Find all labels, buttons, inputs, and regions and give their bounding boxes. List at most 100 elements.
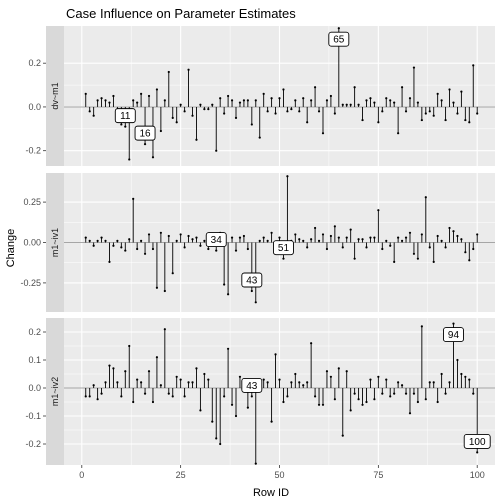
case-label-box xyxy=(443,327,464,343)
data-point xyxy=(215,437,218,440)
data-point xyxy=(317,239,321,242)
data-point xyxy=(389,99,392,102)
data-point xyxy=(140,239,143,242)
data-point xyxy=(112,94,115,98)
case-label-text: 65 xyxy=(333,35,345,46)
data-point xyxy=(412,252,416,255)
data-point xyxy=(440,99,443,102)
data-point xyxy=(377,121,380,124)
data-point xyxy=(219,442,222,446)
data-point xyxy=(373,236,376,239)
x-tick-label: 100 xyxy=(470,470,485,480)
data-point xyxy=(171,272,174,275)
data-point xyxy=(369,97,372,100)
case-label-box xyxy=(114,108,136,124)
data-point xyxy=(476,112,479,115)
data-point xyxy=(397,236,400,239)
data-point xyxy=(262,378,265,381)
data-point xyxy=(242,234,246,238)
data-point xyxy=(104,239,107,242)
data-point xyxy=(325,370,329,373)
data-point xyxy=(476,233,479,236)
data-point xyxy=(353,257,356,260)
x-tick-label: 0 xyxy=(79,470,84,480)
panel-strip-label: m1~iv2 xyxy=(50,377,60,406)
data-point xyxy=(381,247,384,251)
data-point xyxy=(460,238,463,241)
data-point xyxy=(167,234,170,238)
y-tick-label: 0.1 xyxy=(28,355,41,365)
data-point xyxy=(460,372,463,376)
data-point xyxy=(369,378,372,381)
data-point xyxy=(428,381,431,384)
data-point xyxy=(183,110,186,113)
panel-m1~iv1: m1~iv1 -0.25 0.00 0.25 34 43 51 xyxy=(20,173,495,312)
data-point xyxy=(120,123,123,126)
data-point xyxy=(325,247,329,251)
data-point xyxy=(100,97,103,100)
data-point xyxy=(333,398,336,401)
data-point xyxy=(116,239,119,242)
data-point xyxy=(444,118,447,122)
data-point xyxy=(298,381,301,384)
data-point xyxy=(199,244,202,247)
data-point xyxy=(436,400,439,404)
data-point xyxy=(147,370,151,373)
data-point xyxy=(341,434,344,437)
data-point xyxy=(155,286,159,289)
data-point xyxy=(460,90,463,93)
data-point xyxy=(278,236,281,239)
data-point xyxy=(424,196,427,199)
data-point xyxy=(230,236,234,239)
data-point xyxy=(84,236,87,239)
data-point xyxy=(136,247,139,251)
data-point xyxy=(329,94,333,98)
data-point xyxy=(226,347,230,350)
data-point xyxy=(136,378,139,381)
data-point xyxy=(420,233,423,236)
data-point xyxy=(313,395,317,398)
data-point xyxy=(207,108,210,111)
data-point xyxy=(357,103,360,106)
data-point xyxy=(246,406,249,409)
data-point xyxy=(143,252,147,255)
data-point xyxy=(203,372,206,376)
data-point xyxy=(377,375,380,378)
data-point xyxy=(416,257,419,260)
data-point xyxy=(432,114,435,117)
data-point xyxy=(128,344,131,348)
data-point xyxy=(365,246,368,249)
data-point xyxy=(219,97,222,100)
data-point xyxy=(404,392,408,395)
data-point xyxy=(298,238,301,241)
case-label-text: 34 xyxy=(211,235,223,246)
case-label: 100 xyxy=(463,433,491,449)
data-point xyxy=(171,395,174,398)
data-point xyxy=(266,110,269,113)
data-point xyxy=(317,403,321,406)
data-point xyxy=(230,99,234,102)
data-point xyxy=(468,121,471,124)
data-point xyxy=(238,236,242,239)
data-point xyxy=(337,27,340,30)
data-point xyxy=(207,247,210,251)
data-point xyxy=(195,236,198,239)
data-point xyxy=(349,228,352,231)
data-point xyxy=(211,420,214,423)
data-point xyxy=(357,238,360,241)
data-point xyxy=(302,239,305,242)
data-point xyxy=(448,88,451,91)
data-point xyxy=(472,64,475,67)
data-point xyxy=(96,398,99,401)
panel-strip xyxy=(46,26,64,166)
data-point xyxy=(250,289,253,293)
y-tick-label: 0.2 xyxy=(28,58,41,68)
data-point xyxy=(195,367,198,370)
case-label-box xyxy=(273,240,294,256)
case-label: 94 xyxy=(443,327,464,343)
data-point xyxy=(329,375,333,378)
data-point xyxy=(151,156,155,159)
data-point xyxy=(262,92,265,95)
data-point xyxy=(302,384,305,387)
data-point xyxy=(365,99,368,102)
